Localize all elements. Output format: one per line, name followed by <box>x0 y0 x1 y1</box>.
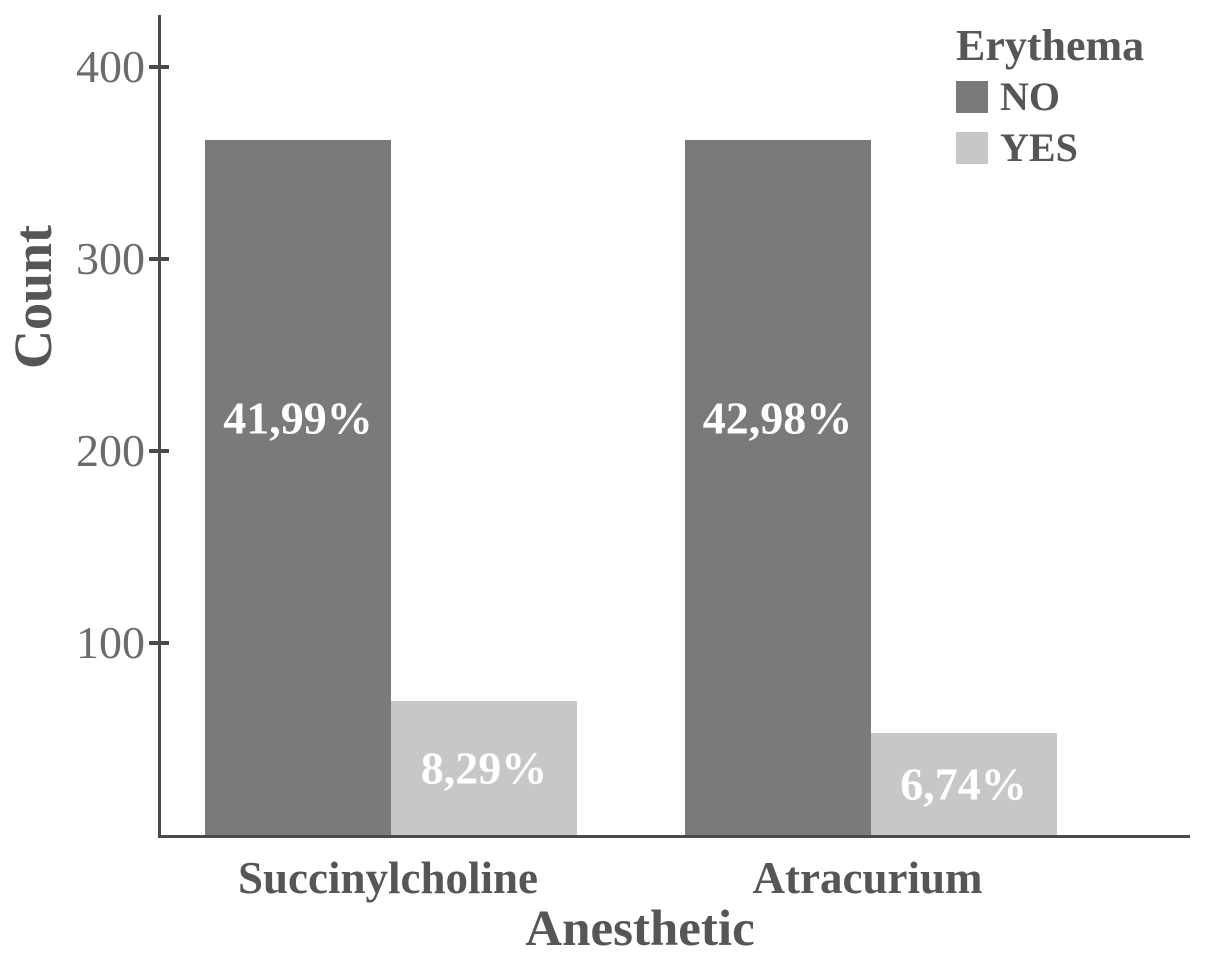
legend-swatch-yes <box>956 132 988 164</box>
bar-percentage-label: 8,29% <box>420 742 548 794</box>
plot-area: 100 200 300 400 41,99% 8,29% 42,98% 6,74% <box>76 15 1190 838</box>
legend-label-yes: YES <box>1000 125 1078 170</box>
legend-item-yes: YES <box>956 127 1144 169</box>
y-tick-label: 300 <box>76 232 145 284</box>
bar-succinylcholine-no: 41,99% <box>205 140 391 835</box>
legend-item-no: NO <box>956 76 1144 118</box>
y-tick-mark <box>149 256 169 261</box>
x-category-label-atracurium: Atracurium <box>752 853 983 903</box>
y-tick-label: 200 <box>76 424 145 476</box>
y-axis-title: Count <box>3 224 63 370</box>
x-axis-title: Anesthetic <box>525 901 755 957</box>
legend-title: Erythema <box>956 21 1145 70</box>
y-tick-label: 400 <box>76 40 145 92</box>
y-tick-mark <box>149 64 169 69</box>
legend: Erythema NO YES <box>956 22 1144 178</box>
y-tick-mark <box>149 448 169 453</box>
y-tick-mark <box>149 640 169 645</box>
bar-percentage-label: 42,98% <box>702 392 853 444</box>
bar-percentage-label: 6,74% <box>900 758 1027 810</box>
bar-percentage-label: 41,99% <box>223 392 373 444</box>
bar-succinylcholine-yes: 8,29% <box>391 701 577 835</box>
x-category-label-succinylcholine: Succinylcholine <box>237 853 539 903</box>
bar-atracurium-yes: 6,74% <box>870 733 1057 835</box>
bar-atracurium-no: 42,98% <box>684 140 871 835</box>
legend-label-no: NO <box>1000 74 1060 119</box>
y-tick-label: 100 <box>76 616 145 668</box>
legend-items: NO YES <box>956 76 1144 169</box>
legend-swatch-no <box>956 81 988 113</box>
x-axis-category-labels: Succinylcholine Atracurium <box>158 852 1187 908</box>
